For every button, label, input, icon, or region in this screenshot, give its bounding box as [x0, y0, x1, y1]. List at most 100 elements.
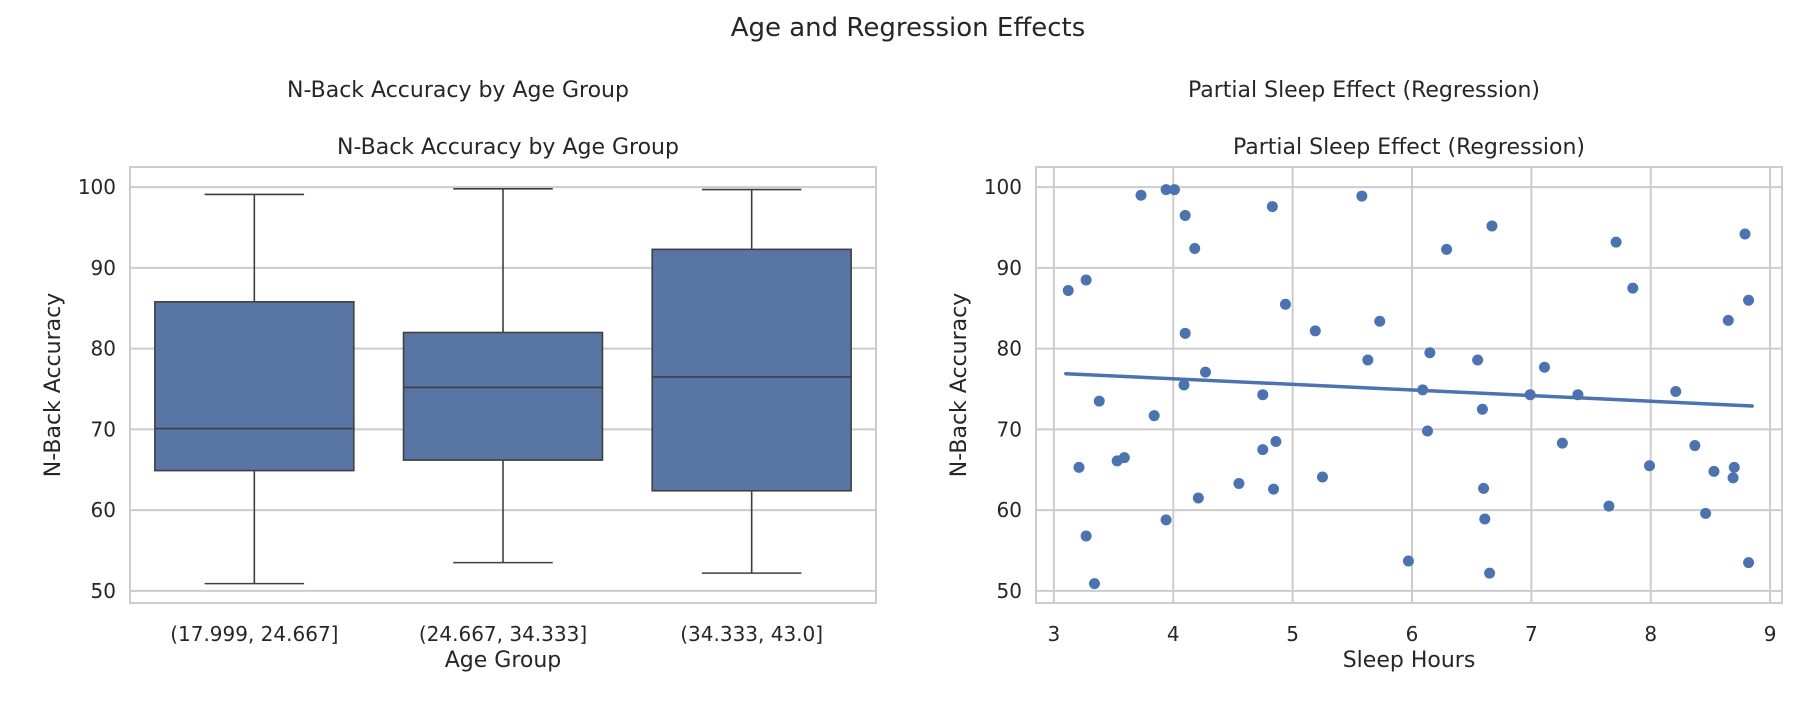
scatter-point: [1472, 354, 1484, 366]
scatter-point: [1708, 465, 1720, 477]
scatter-point: [1700, 507, 1712, 519]
scatter-point: [1556, 437, 1568, 449]
boxplot-y-tick-label: 90: [91, 256, 116, 280]
scatter-point: [1279, 298, 1291, 310]
scatter-y-tick-label: 80: [997, 337, 1022, 361]
scatter-point: [1538, 361, 1550, 373]
boxplot-y-tick-label: 60: [91, 498, 116, 522]
scatter-point: [1610, 236, 1622, 248]
boxplot-y-tick-labels: 50 60 70 80 90 100: [78, 175, 116, 603]
scatter-points: [1062, 184, 1755, 590]
boxplot-y-axis-label: N-Back Accuracy: [41, 293, 66, 477]
boxplot-plot-frame: [129, 166, 877, 604]
scatter-point: [1743, 557, 1755, 569]
scatter-point: [1689, 440, 1701, 452]
scatter-x-tick-label: 5: [1286, 622, 1299, 646]
scatter-point: [1062, 285, 1074, 297]
scatter-point: [1233, 478, 1245, 490]
box-iqr: [651, 248, 852, 492]
scatter-plot-frame: [1035, 166, 1783, 604]
boxplot-y-tick-label: 100: [78, 175, 116, 199]
scatter-gridlines: [1036, 167, 1782, 603]
scatter-point: [1148, 410, 1160, 422]
scatter-x-tick-label: 9: [1764, 622, 1777, 646]
scatter-point: [1268, 483, 1280, 495]
scatter-point: [1722, 314, 1734, 326]
scatter-x-tick-label: 7: [1525, 622, 1538, 646]
scatter-point: [1309, 325, 1321, 337]
box-iqr: [154, 301, 355, 472]
regression-line: [1064, 371, 1754, 408]
boxplot-x-tick-label: (17.999, 24.667]: [170, 622, 338, 646]
scatter-point: [1486, 220, 1498, 232]
scatter-point: [1644, 460, 1656, 472]
scatter-point: [1088, 578, 1100, 590]
scatter-point: [1160, 184, 1172, 196]
scatter-point: [1476, 403, 1488, 415]
scatter-point: [1374, 315, 1386, 327]
scatter-point: [1266, 201, 1278, 213]
scatter-point: [1362, 354, 1374, 366]
scatter-outer-title: Partial Sleep Effect (Regression): [1188, 78, 1540, 103]
scatter-point: [1424, 347, 1436, 359]
scatter-y-tick-label: 50: [997, 579, 1022, 603]
scatter-point: [1257, 444, 1269, 456]
boxplot-boxes: [154, 188, 852, 585]
scatter-point: [1627, 282, 1639, 294]
scatter-y-tick-labels: 50 60 70 80 90 100: [984, 175, 1022, 603]
scatter-point: [1257, 389, 1269, 401]
scatter-point: [1478, 482, 1490, 494]
box-iqr: [402, 331, 604, 461]
scatter-point: [1728, 461, 1740, 473]
scatter-y-tick-label: 90: [997, 256, 1022, 280]
scatter-point: [1189, 243, 1201, 255]
scatter-point: [1080, 530, 1092, 542]
regression-line-group: [1064, 371, 1754, 408]
boxplot-outer-title: N-Back Accuracy by Age Group: [287, 78, 629, 103]
scatter-point: [1441, 243, 1453, 255]
boxplot-panel: N-Back Accuracy by Age Group N-Back Accu…: [41, 78, 877, 673]
scatter-point: [1316, 471, 1328, 483]
scatter-point: [1080, 274, 1092, 286]
scatter-point: [1168, 184, 1180, 196]
scatter-point: [1093, 395, 1105, 407]
boxplot-x-axis-label: Age Group: [445, 648, 562, 673]
scatter-x-tick-label: 4: [1167, 622, 1180, 646]
scatter-point: [1422, 425, 1434, 437]
scatter-point: [1743, 294, 1755, 306]
boxplot-y-tick-label: 70: [91, 417, 116, 441]
scatter-y-tick-label: 100: [984, 175, 1022, 199]
scatter-point: [1479, 513, 1491, 525]
scatter-title: Partial Sleep Effect (Regression): [1233, 135, 1585, 160]
scatter-x-tick-labels: 3 4 5 6 7 8 9: [1048, 622, 1777, 646]
scatter-y-tick-label: 70: [997, 417, 1022, 441]
scatter-point: [1356, 190, 1368, 202]
scatter-point: [1179, 327, 1191, 339]
scatter-x-axis-label: Sleep Hours: [1343, 648, 1476, 673]
scatter-x-tick-label: 3: [1048, 622, 1061, 646]
boxplot-x-tick-label: (24.667, 34.333]: [419, 622, 587, 646]
scatter-y-axis-label: N-Back Accuracy: [947, 293, 972, 477]
figure-suptitle: Age and Regression Effects: [731, 13, 1086, 43]
scatter-point: [1670, 385, 1682, 397]
scatter-x-tick-label: 6: [1406, 622, 1419, 646]
scatter-point: [1178, 379, 1190, 391]
scatter-point: [1739, 228, 1751, 240]
scatter-point: [1402, 555, 1414, 567]
boxplot-x-tick-labels: (17.999, 24.667] (24.667, 34.333] (34.333,…: [170, 622, 823, 646]
scatter-point: [1160, 514, 1172, 526]
scatter-panel: Partial Sleep Effect (Regression) Partia…: [947, 78, 1783, 673]
scatter-point: [1603, 500, 1615, 512]
scatter-point: [1073, 461, 1085, 473]
scatter-point: [1199, 366, 1211, 378]
scatter-point: [1270, 436, 1282, 448]
boxplot-x-tick-label: (34.333, 43.0]: [680, 622, 823, 646]
boxplot-y-tick-label: 50: [91, 579, 116, 603]
boxplot-y-tick-label: 80: [91, 337, 116, 361]
scatter-x-tick-label: 8: [1644, 622, 1657, 646]
scatter-point: [1135, 189, 1147, 201]
scatter-point: [1179, 209, 1191, 221]
scatter-y-tick-label: 60: [997, 498, 1022, 522]
scatter-point: [1484, 567, 1496, 579]
